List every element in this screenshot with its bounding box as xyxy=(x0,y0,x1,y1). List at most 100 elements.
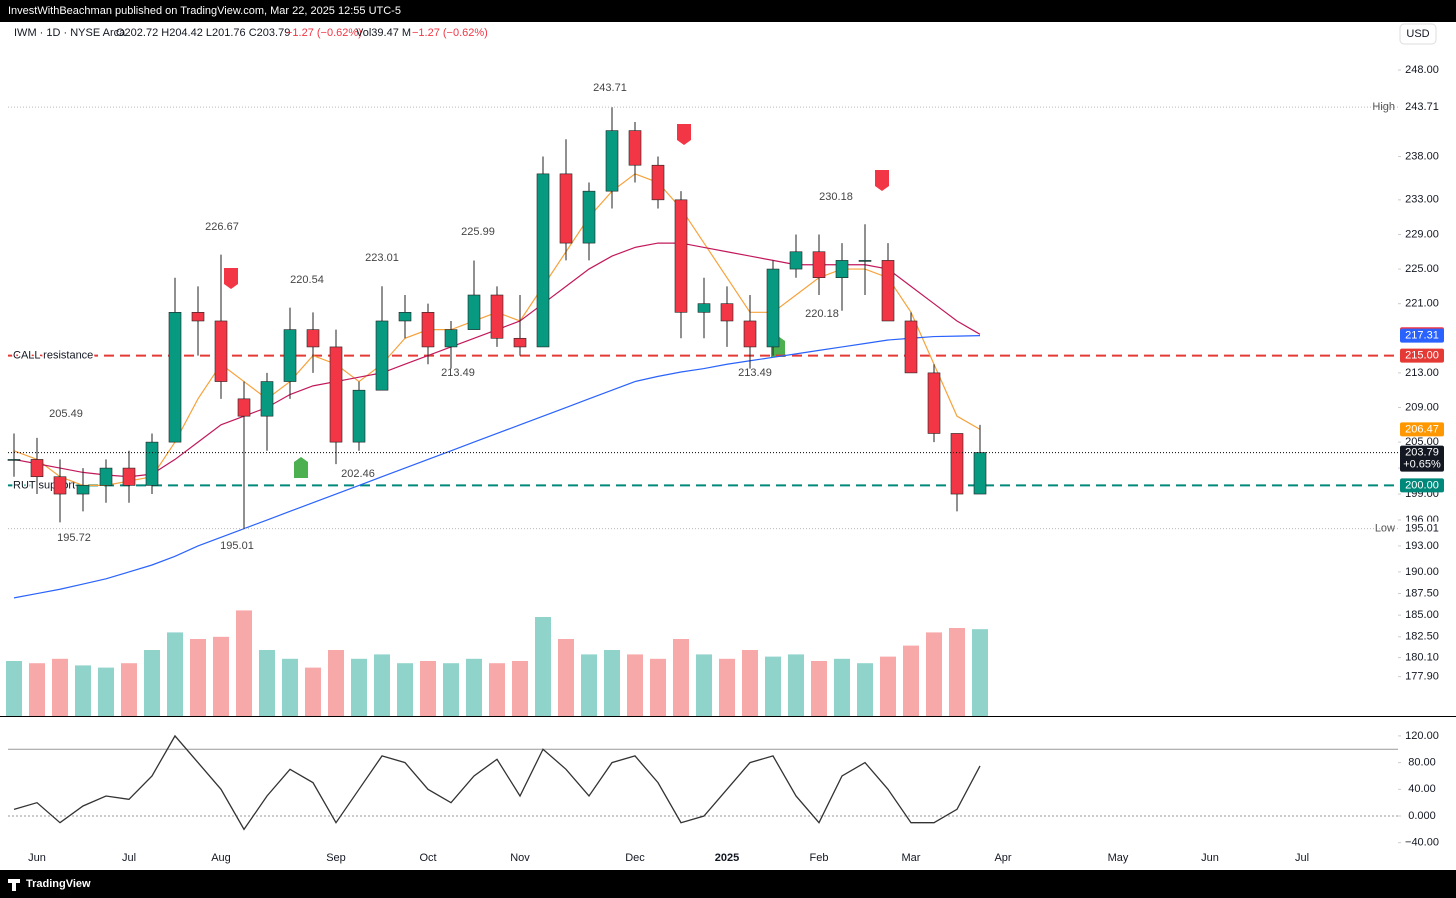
volume-bar xyxy=(190,639,206,716)
candle-body xyxy=(559,173,573,244)
volume-bar xyxy=(673,639,689,716)
y-tick-label: 187.50 xyxy=(1405,587,1439,599)
x-tick-label: Jul xyxy=(1295,852,1309,864)
candle-body xyxy=(306,329,320,348)
candle-body xyxy=(812,251,826,279)
y-tick-label: 193.00 xyxy=(1405,540,1439,552)
volume-bar xyxy=(650,658,666,716)
volume-bar xyxy=(604,650,620,716)
candle-body xyxy=(766,268,780,348)
brand: TradingView xyxy=(26,878,91,890)
candle-body xyxy=(329,346,343,443)
y-tick-label: 229.00 xyxy=(1405,228,1439,240)
pivot-label: 195.72 xyxy=(57,532,91,544)
level-tag-bg xyxy=(1400,478,1444,493)
volume-bar xyxy=(696,654,712,716)
moving-average xyxy=(13,334,981,599)
extreme-tag-bg xyxy=(1400,521,1444,536)
y-tick-label: 180.10 xyxy=(1405,651,1439,663)
candle-body xyxy=(536,173,550,348)
volume-bar xyxy=(857,663,873,716)
candle-body xyxy=(444,329,458,348)
ma-tag: 217.31 xyxy=(1405,330,1439,342)
candle-body xyxy=(927,372,941,434)
candle-body xyxy=(628,130,642,166)
volume-bar xyxy=(512,661,528,716)
candle-body xyxy=(214,320,228,382)
candle-body xyxy=(168,312,182,443)
volume-bar xyxy=(719,658,735,716)
volume-bar xyxy=(351,658,367,716)
volume-bar xyxy=(167,632,183,716)
candle-body xyxy=(858,260,872,262)
pivot-label: 195.01 xyxy=(220,540,254,552)
candle-body xyxy=(904,320,918,374)
volume-bar xyxy=(259,650,275,716)
pivot-label: 225.99 xyxy=(461,226,495,238)
candle-body xyxy=(490,294,504,339)
extreme-label: Low xyxy=(1375,522,1395,534)
volume-bar xyxy=(98,667,114,716)
extreme-tag-bg xyxy=(1400,100,1444,115)
volume-bar xyxy=(765,656,781,716)
volume-bar xyxy=(834,658,850,716)
currency-box[interactable] xyxy=(1399,23,1437,45)
volume-bar xyxy=(558,639,574,716)
volume-bar xyxy=(305,667,321,716)
x-tick-label: 2025 xyxy=(715,852,739,864)
candle-body xyxy=(651,164,665,201)
x-tick-label: Oct xyxy=(419,852,436,864)
volume-bar xyxy=(880,656,896,716)
pivot-label: 223.01 xyxy=(365,252,399,264)
candle-body xyxy=(191,312,205,322)
volume-bar xyxy=(328,650,344,716)
volume-bar xyxy=(742,650,758,716)
candle-body xyxy=(582,190,596,244)
candle-body xyxy=(743,320,757,348)
level-tag: 200.00 xyxy=(1405,479,1439,491)
volume-bar xyxy=(949,628,965,716)
y-tick-label: 209.00 xyxy=(1405,401,1439,413)
candle-body xyxy=(145,441,159,486)
candle-body xyxy=(421,312,435,348)
sell-marker xyxy=(224,268,238,289)
candle-body xyxy=(697,303,711,313)
osc-tick-label: 40.00 xyxy=(1408,783,1436,795)
candle-body xyxy=(99,467,113,486)
volume-bar xyxy=(236,610,252,716)
x-tick-label: Jun xyxy=(28,852,46,864)
candle-body xyxy=(375,320,389,391)
candle-body xyxy=(467,294,481,330)
candle-body xyxy=(352,389,366,443)
level-tag-bg xyxy=(1400,348,1444,363)
ma-tag-bg xyxy=(1400,328,1444,343)
volume-bar xyxy=(489,663,505,716)
candle-body xyxy=(260,381,274,417)
candle-body xyxy=(835,260,849,279)
y-tick-label: 182.50 xyxy=(1405,631,1439,643)
y-tick-label: 213.00 xyxy=(1405,367,1439,379)
level-label: CALL resistance xyxy=(13,349,93,361)
x-tick-label: Jul xyxy=(122,852,136,864)
y-tick-label: 177.90 xyxy=(1405,671,1439,683)
y-tick-label: 238.00 xyxy=(1405,150,1439,162)
ma-tag-bg xyxy=(1400,422,1444,437)
y-tick-label: 225.00 xyxy=(1405,263,1439,275)
volume-bar xyxy=(811,661,827,716)
x-tick-label: Mar xyxy=(902,852,921,864)
volume-bar xyxy=(29,663,45,716)
volume-bar xyxy=(627,654,643,716)
brand-logo xyxy=(8,879,20,891)
volume-bar xyxy=(581,654,597,716)
volume-bar xyxy=(121,663,137,716)
osc-tick-label: 80.00 xyxy=(1408,757,1436,769)
currency[interactable]: USD xyxy=(1406,28,1429,40)
legend-ohlc: O202.72 H204.42 L201.76 C203.79 xyxy=(116,27,290,39)
x-tick-label: Jun xyxy=(1201,852,1219,864)
candle-body xyxy=(605,130,619,192)
candle-body xyxy=(7,459,21,461)
last-change-tag: +0.65% xyxy=(1403,458,1441,470)
pivot-label: 243.71 xyxy=(593,82,627,94)
y-tick-label: 248.00 xyxy=(1405,64,1439,76)
x-tick-label: Feb xyxy=(810,852,829,864)
